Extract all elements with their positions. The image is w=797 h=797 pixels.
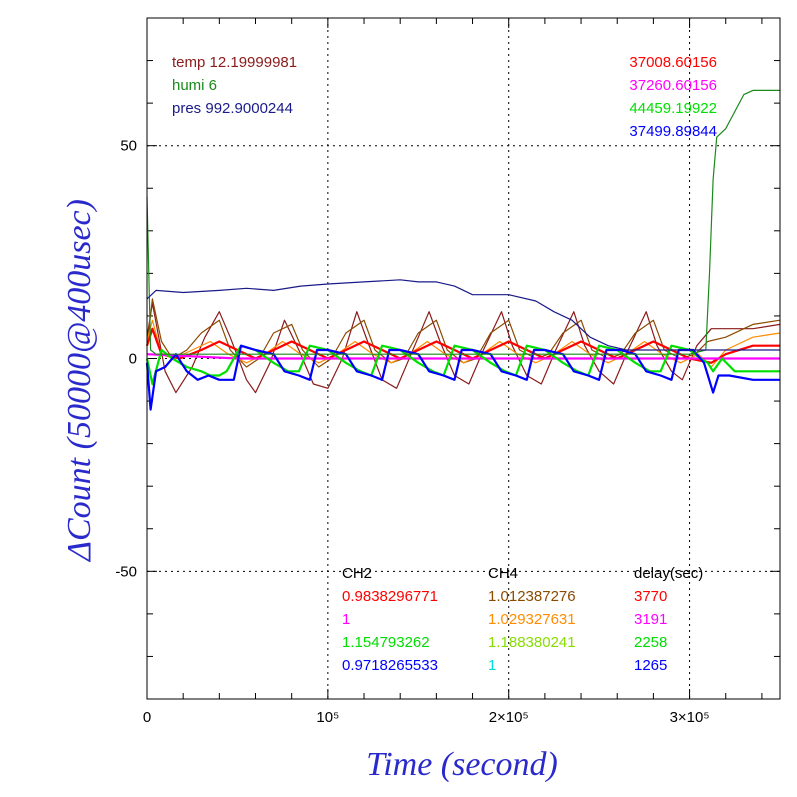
table-ch4-value: 1.029327631 [488,611,576,628]
table-header: delay(sec) [634,565,703,582]
table-header: CH2 [342,565,372,582]
series-line [146,89,780,355]
x-axis-title: Time (second) [366,746,558,783]
series-line [146,279,780,351]
table-header: CH4 [488,565,518,582]
y-axis-title: ΔCount (50000@400usec) [61,199,98,563]
env-info-text: pres 992.9000244 [172,100,293,117]
table-delay-value: 3770 [634,588,667,605]
series-line [145,327,780,364]
x-tick-label: 3×10⁵ [670,709,710,726]
info-layer: temp 12.19999981 humi 6 pres 992.9000244 37… [172,54,717,674]
y-tick-label: 50 [120,138,137,155]
series-line [146,298,781,368]
table-delay-value: 3191 [634,611,667,628]
y-tick-labels: 50 0 -50 [115,138,137,581]
series-line [145,344,780,386]
series-line [146,302,781,394]
table-ch4-value: 1 [488,657,496,674]
offset-value: 44459.19922 [629,100,717,117]
offset-value: 37008.60156 [629,54,717,71]
env-info-text: humi 6 [172,77,217,94]
plot-frame [146,17,781,700]
series-line [146,353,780,360]
y-tick-label: 0 [129,351,137,368]
x-tick-label: 0 [143,709,151,726]
table-ch2-value: 0.9718265533 [342,657,438,674]
table-ch4-value: 1.188380241 [488,634,576,651]
table-delay-value: 1265 [634,657,667,674]
table-ch4-value: 1.012387276 [488,588,576,605]
table-delay-value: 2258 [634,634,667,651]
series-layer [145,89,781,411]
table-ch2-value: 0.9838296771 [342,588,438,605]
x-tick-label: 2×10⁵ [489,709,529,726]
table-ch2-value: 1 [342,611,350,628]
x-tick-labels: 0 10⁵ 2×10⁵ 3×10⁵ [143,709,710,726]
env-info-text: temp 12.19999981 [172,54,297,71]
series-line [145,344,780,411]
tick-layer [146,17,780,700]
table-ch2-value: 1.154793262 [342,634,430,651]
offset-value: 37260.60156 [629,77,717,94]
x-tick-label: 10⁵ [316,709,339,726]
y-tick-label: -50 [115,563,137,580]
offset-value: 37499.89844 [629,123,717,140]
